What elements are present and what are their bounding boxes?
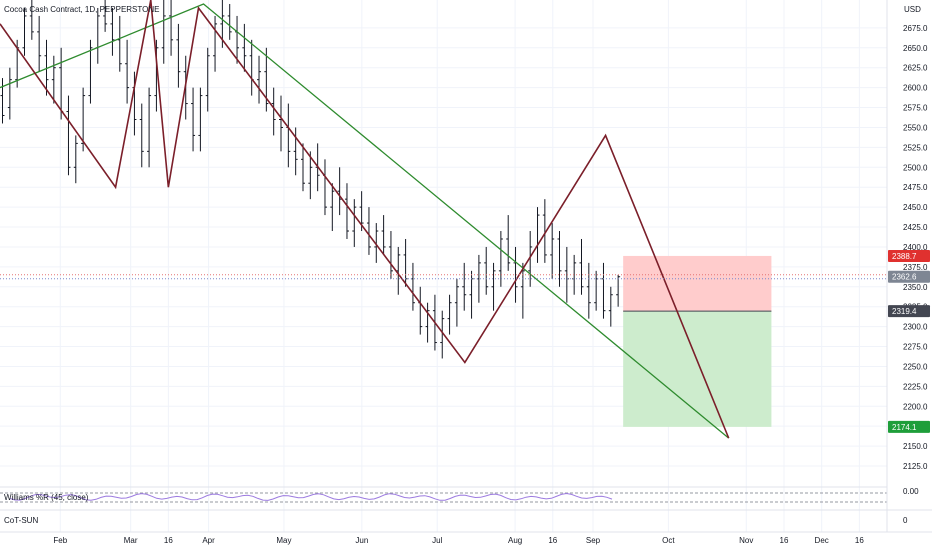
x-tick-label: 16 — [164, 536, 173, 545]
position-tool[interactable] — [623, 255, 772, 427]
x-tick-label: Sep — [586, 536, 601, 545]
take-profit-zone — [623, 311, 772, 427]
time-axis[interactable]: Feb Mar 16 Apr May Jun Jul Aug 16 Sep Oct Nov 16 Dec 1… — [0, 531, 932, 545]
entry-price-tag: 2319.4 — [892, 307, 917, 316]
williams-pane — [0, 486, 932, 511]
stop-price-tag-bg — [888, 249, 930, 262]
y-tick-label: 2625.0 — [903, 64, 928, 73]
y-tick-label: 2350.0 — [903, 283, 928, 292]
y-tick-label: 2125.0 — [903, 462, 928, 471]
y-tick-label: 2225.0 — [903, 382, 928, 391]
x-tick-label: Jul — [432, 536, 442, 545]
x-tick-label: Feb — [53, 536, 67, 545]
price-bars — [0, 0, 621, 359]
y-tick-label: 2450.0 — [903, 203, 928, 212]
stop-price-tag: 2388.7 — [892, 252, 917, 261]
y-tick-label: 2375.0 — [903, 263, 928, 272]
y-tick-label: 2475.0 — [903, 183, 928, 192]
cot-value: 0 — [903, 516, 908, 525]
x-tick-label: Nov — [739, 536, 753, 545]
stop-loss-zone — [623, 255, 772, 312]
x-tick-label: Mar — [124, 536, 138, 545]
x-tick-label: Dec — [815, 536, 829, 545]
y-tick-label: 2500.0 — [903, 163, 928, 172]
cot-label: CoT-SUN — [4, 516, 39, 525]
price-lines — [0, 274, 887, 280]
target-price-tag: 2174.1 — [892, 423, 917, 432]
x-tick-label: Apr — [202, 536, 215, 545]
y-tick-label: 2550.0 — [903, 123, 928, 132]
x-tick-label: 16 — [780, 536, 789, 545]
zigzag-pattern[interactable] — [0, 0, 730, 439]
target-price-tag-bg — [888, 420, 930, 433]
trendline-path — [0, 3, 730, 439]
x-tick-label: May — [276, 536, 291, 545]
current-price-tag: 2362.6 — [892, 273, 917, 282]
x-tick-label: 16 — [855, 536, 864, 545]
price-tags: 2388.7 2362.6 2319.4 2174.1 — [888, 249, 930, 433]
y-tick-label: 2150.0 — [903, 442, 928, 451]
symbol-title: Cocoa Cash Contract, 1D, PEPPERSTONE — [4, 5, 160, 14]
y-tick-label: 2400.0 — [903, 243, 928, 252]
williams-line — [9, 492, 613, 501]
y-tick-label: 2250.0 — [903, 362, 928, 371]
y-tick-label: 2425.0 — [903, 223, 928, 232]
y-tick-label: 2575.0 — [903, 104, 928, 113]
trendline[interactable] — [0, 3, 730, 439]
x-tick-label: Aug — [508, 536, 522, 545]
grid — [0, 0, 887, 532]
williams-value: 0.00 — [903, 487, 919, 496]
x-tick-label: 16 — [548, 536, 557, 545]
entry-price-tag-bg — [888, 305, 930, 318]
x-tick-label: Oct — [662, 536, 675, 545]
williams-label: Williams %R (45, close) — [4, 493, 89, 502]
y-tick-label: 2650.0 — [903, 44, 928, 53]
x-tick-label: Jun — [355, 536, 368, 545]
price-axis[interactable]: USD2125.02150.02175.02200.02225.02250.02… — [886, 0, 928, 532]
currency-label: USD — [904, 5, 921, 14]
y-tick-label: 2525.0 — [903, 143, 928, 152]
zigzag-path — [0, 0, 730, 439]
y-tick-label: 2275.0 — [903, 343, 928, 352]
y-tick-label: 2200.0 — [903, 402, 928, 411]
current-price-tag-bg — [888, 270, 930, 283]
y-tick-label: 2300.0 — [903, 323, 928, 332]
y-tick-label: 2675.0 — [903, 24, 928, 33]
y-tick-label: 2600.0 — [903, 84, 928, 93]
